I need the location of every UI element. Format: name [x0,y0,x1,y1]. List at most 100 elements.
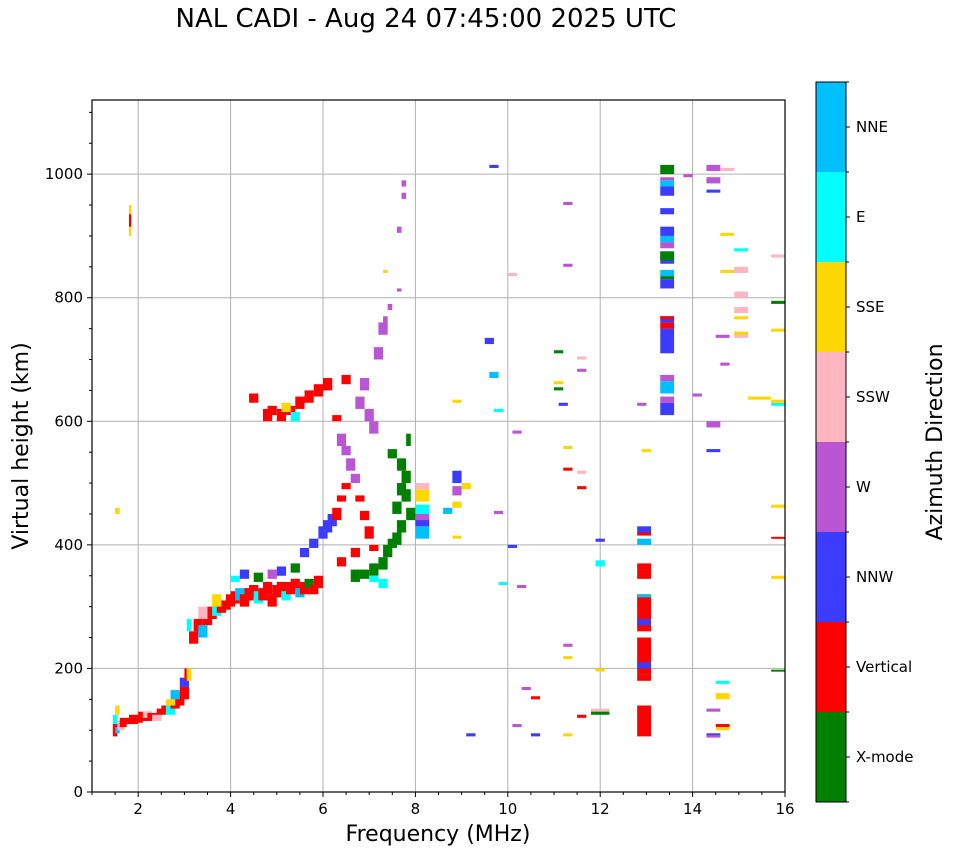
data-mark-w [346,458,356,471]
data-mark-w [359,378,370,391]
data-mark-vertical [355,495,365,502]
y-tick-label: 0 [73,783,83,801]
data-mark-vertical [276,581,287,595]
data-mark-nnw [660,226,675,236]
data-mark-nnw [660,186,675,196]
data-mark-w [512,430,522,434]
data-mark-w [493,510,504,514]
data-mark-vertical [637,563,652,570]
data-mark-vertical [290,578,300,592]
data-mark-nnw [660,208,675,215]
data-mark-w [387,303,393,311]
data-mark-vertical [563,467,573,471]
colorbar-tick-label: SSW [856,388,890,406]
data-mark-e [290,412,300,422]
x-tick-label: 12 [591,800,610,818]
data-mark-nnw [706,449,721,453]
colorbar-tick-label: Vertical [856,658,912,676]
data-mark-e [595,560,605,567]
data-mark-vertical [637,569,652,579]
data-mark-w [369,421,379,434]
data-mark-e [734,248,749,252]
data-mark-e [281,591,291,601]
data-mark-ssw [720,167,735,172]
data-mark-w [637,402,647,406]
data-mark-w [660,177,675,181]
plot-frame [91,99,786,793]
data-mark-w [660,242,675,249]
data-mark-ssw [771,254,785,258]
data-mark-sse [281,402,291,413]
x-tick-label: 6 [318,800,328,818]
data-mark-sse [165,699,176,706]
data-mark-vertical [332,415,342,422]
data-mark-x-mode [401,489,411,502]
data-mark-ssw [590,708,610,713]
data-mark-x-mode [392,532,402,545]
data-mark-x-mode [401,470,411,484]
x-tick-label: 4 [226,800,236,818]
colorbar-tick-label: SSE [856,298,885,316]
data-mark-vertical [276,408,287,422]
data-mark-vertical [304,390,314,403]
data-mark-sse [452,535,462,539]
data-mark-nnw [452,470,462,484]
data-mark-nnw [484,337,494,345]
data-mark-vertical [341,483,351,490]
data-mark-sse [212,594,222,607]
data-mark-x-mode [396,458,407,471]
data-mark-vertical [336,495,347,502]
data-mark-vertical [239,594,250,607]
data-mark-vertical [119,717,127,728]
data-mark-ssw [415,483,430,490]
data-mark-w [720,362,730,366]
y-tick-label: 600 [54,412,83,430]
data-mark-vertical [295,396,305,409]
data-mark-e [165,705,176,715]
data-mark-x-mode [771,300,785,304]
data-mark-nnw [660,279,675,289]
data-mark-w [364,408,374,422]
colorbar-segment-vertical [816,622,846,712]
data-mark-vertical [184,668,190,681]
data-marks [112,164,785,738]
data-mark-nne [198,625,208,638]
colorbar-segment-sse [816,262,846,352]
data-mark-vertical [124,717,132,725]
data-mark-nnw [637,662,652,669]
data-mark-w [521,686,531,691]
data-mark-w [355,396,365,409]
data-mark-vertical [249,393,259,403]
data-mark-nnw [595,538,605,542]
data-mark-sse [383,269,388,273]
data-mark-x-mode [304,578,314,589]
data-mark-sse [415,489,430,502]
data-mark-nne [443,507,453,514]
data-mark-vertical [309,585,319,595]
data-mark-sse [771,575,785,579]
colorbar-tick-label: E [856,208,865,226]
x-tick-label: 14 [683,800,702,818]
data-mark-vertical [359,510,370,521]
data-mark-vertical [323,378,333,391]
data-mark-nnw [239,569,250,579]
data-mark-x-mode [387,449,397,459]
data-mark-sse [563,733,573,737]
data-mark-ssw [734,266,749,273]
data-mark-e [186,619,192,632]
data-mark-nnw [299,547,310,558]
data-mark-e [212,606,222,616]
data-mark-w [452,486,462,496]
data-mark-x-mode [359,569,370,579]
data-mark-w [660,396,675,403]
data-mark-ssw [152,714,162,721]
data-mark-vertical [660,316,675,320]
data-mark-sse [771,399,785,403]
data-mark-e [369,575,379,582]
data-mark-sse [115,507,120,514]
data-mark-x-mode [554,350,564,354]
data-mark-sse [715,727,730,731]
data-mark-e [230,575,240,582]
data-mark-sse [186,668,192,681]
data-mark-w [396,288,402,292]
